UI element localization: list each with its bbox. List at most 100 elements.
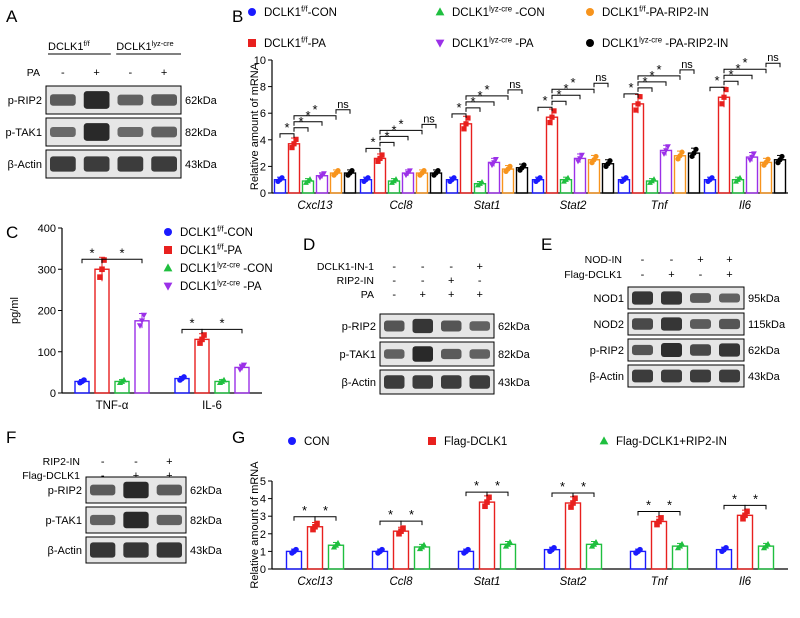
- blot-a-treat-mark: +: [93, 67, 99, 79]
- chart-b-data-point: [461, 126, 467, 132]
- chart-c-bar: [94, 268, 110, 394]
- chart-g-data-point: [551, 544, 557, 551]
- blot-a-band: [83, 123, 110, 141]
- chart-b-data-point: [377, 155, 383, 162]
- blot-e-treat-mark: -: [699, 269, 703, 281]
- chart-b-data-point: [407, 168, 413, 174]
- blot-f-row-label: β-Actin: [48, 545, 82, 557]
- chart-g-y-tick-label: 4: [260, 494, 266, 506]
- chart-b-sig-label: ns: [423, 113, 435, 125]
- chart-g-data-point: [658, 515, 664, 521]
- chart-b-y-tick-label: 2: [260, 161, 266, 173]
- chart-c-data-point: [181, 374, 187, 380]
- blot-f-treat-mark: -: [101, 456, 105, 468]
- chart-b-data-point: [577, 156, 583, 162]
- chart-b-sig-bracket: [723, 80, 739, 86]
- blot-f-treat-label: Flag-DCLK1: [22, 470, 80, 482]
- chart-c-y-tick-label: 0: [50, 388, 56, 400]
- chart-b-data-point: [321, 171, 327, 177]
- blot-e-band: [661, 369, 682, 383]
- blot-d-treat-mark: -: [421, 275, 425, 287]
- chart-g-y-tick-label: 3: [260, 511, 266, 523]
- chart-b-sig-bracket: [421, 123, 437, 129]
- chart-b-legend-label: DCLK1lyz-cre -PA-RIP2-IN: [602, 36, 728, 50]
- blot-e-band: [719, 293, 740, 303]
- chart-b-sig-bracket: [723, 74, 753, 80]
- chart-g-sig-label: *: [495, 478, 500, 493]
- blot-d-treat-label: RIP2-IN: [337, 275, 374, 287]
- blot-a-band: [151, 94, 177, 106]
- chart-b-bar: [587, 159, 601, 194]
- chart-c-sig-bracket: [201, 328, 243, 334]
- chart-b-sig-bracket: [365, 147, 381, 153]
- blot-d-band: [469, 375, 490, 389]
- chart-b-sig-bracket: [551, 88, 595, 94]
- chart-g-data-point: [506, 538, 514, 545]
- chart-g-category-label: Stat2: [560, 576, 587, 588]
- chart-b-bar: [717, 96, 731, 194]
- chart-c-y-tick-label: 200: [38, 306, 56, 318]
- chart-g-bar: [650, 520, 668, 570]
- chart-g-data-point: [486, 494, 492, 501]
- chart-b-sig-label: *: [714, 73, 719, 88]
- chart-b-sig-bracket: [465, 95, 509, 100]
- chart-c-sig-bracket: [101, 258, 143, 264]
- chart-b-legend-marker: [435, 39, 445, 48]
- chart-g-y-axis-label: Relative amount of mRNA: [249, 461, 261, 589]
- chart-c-bar: [234, 366, 250, 394]
- chart-b-sig-bracket: [709, 86, 725, 92]
- blot-a-kda-label: 43kDa: [185, 159, 218, 171]
- chart-c-data-point: [99, 266, 105, 273]
- chart-b-sig-label: *: [628, 80, 633, 95]
- blot-a-band: [151, 156, 177, 172]
- chart-c-y-tick-label: 400: [38, 223, 56, 235]
- chart-b-sig-bracket: [379, 141, 395, 147]
- chart-b-data-point: [507, 163, 513, 169]
- chart-g-data-point: [312, 523, 318, 530]
- chart-b-sig-label: ns: [337, 99, 349, 111]
- blot-e-band: [690, 293, 711, 303]
- chart-c-data-point: [220, 376, 228, 383]
- blot-d-kda-label: 82kDa: [498, 349, 531, 361]
- panel-label-d: D: [303, 235, 315, 254]
- chart-b-sig-bracket: [723, 68, 767, 74]
- chart-b-bar: [687, 152, 701, 194]
- chart-b-data-point: [751, 151, 757, 157]
- blot-e-row-label: p-RIP2: [590, 345, 624, 357]
- chart-b-legend-label: DCLK1f/f-PA-RIP2-IN: [602, 5, 709, 19]
- chart-c-data-point: [101, 257, 107, 263]
- chart-b-data-point: [335, 168, 341, 174]
- chart-b-sig-bracket: [335, 109, 351, 114]
- chart-c-sig-label: *: [89, 245, 94, 260]
- blot-d-kda-label: 62kDa: [498, 321, 531, 333]
- chart-g-data-point: [379, 546, 385, 553]
- blot-d-row-label: p-TAK1: [340, 349, 376, 361]
- chart-c-sig-label: *: [189, 315, 194, 330]
- chart-b-data-point: [479, 179, 485, 185]
- blot-a-band: [50, 127, 76, 137]
- chart-b-data-point: [665, 144, 671, 150]
- chart-b-data-point: [633, 107, 639, 113]
- chart-b-legend-marker: [248, 39, 256, 47]
- chart-c-legend-label: DCLK1f/f-CON: [180, 225, 253, 239]
- chart-c-data-point: [140, 312, 148, 319]
- chart-g-sig-label: *: [753, 491, 758, 506]
- chart-c-legend-label: DCLK1lyz-cre -PA: [180, 279, 262, 293]
- chart-b-legend-label: DCLK1f/f-PA: [264, 36, 326, 50]
- blot-e-strip: [627, 312, 745, 336]
- chart-g-sig-label: *: [667, 497, 672, 512]
- blot-d-band: [469, 321, 490, 331]
- blot-a-treat-mark: -: [61, 67, 65, 79]
- chart-g-data-point: [398, 528, 404, 534]
- chart-b-data-point: [765, 156, 771, 162]
- chart-g-sig-label: *: [388, 507, 393, 522]
- chart-g-category-label: Il6: [739, 576, 752, 588]
- blot-e-kda-label: 95kDa: [748, 293, 781, 305]
- chart-b-data-point: [463, 121, 469, 127]
- chart-b-category-label: Stat1: [474, 200, 501, 212]
- blot-d-treat-mark: -: [449, 261, 453, 273]
- blot-d-treat-mark: +: [477, 261, 483, 273]
- chart-b-data-point: [579, 152, 585, 158]
- chart-c-data-point: [81, 377, 87, 383]
- chart-c-data-point: [120, 376, 128, 383]
